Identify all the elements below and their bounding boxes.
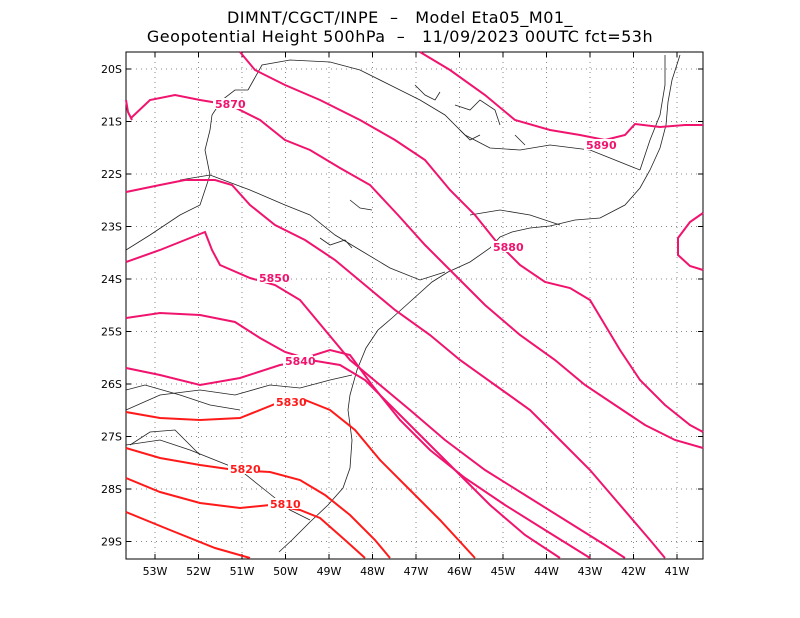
contour-5890 xyxy=(419,51,703,142)
contour-5860 xyxy=(125,179,666,559)
label-5890: 5890 xyxy=(586,139,617,152)
label-5850: 5850 xyxy=(259,272,290,285)
border-argentina xyxy=(129,429,201,456)
label-5830: 5830 xyxy=(276,396,307,409)
lon-tick-label: 43W xyxy=(578,565,603,578)
contour-5890-east xyxy=(677,212,704,271)
border-pr-sc xyxy=(125,374,353,411)
contour-labels: 5870 5890 5880 5850 5840 5830 5820 5810 xyxy=(213,98,617,511)
lon-tick-label: 44W xyxy=(534,565,559,578)
label-5880: 5880 xyxy=(493,241,524,254)
river-1 xyxy=(414,84,441,101)
lon-tick-label: 52W xyxy=(186,565,211,578)
lon-tick-label: 47W xyxy=(404,565,429,578)
lat-tick-label: 28S xyxy=(101,483,122,496)
lat-tick-label: 23S xyxy=(101,221,122,234)
grid-lines xyxy=(126,52,703,559)
label-5870: 5870 xyxy=(215,98,246,111)
border-ms-pr xyxy=(125,114,213,251)
label-5810: 5810 xyxy=(270,498,301,511)
coastline xyxy=(278,54,681,553)
lat-tick-label: 29S xyxy=(101,536,122,549)
axis-ticks xyxy=(126,52,703,559)
lat-tick-label: 20S xyxy=(101,63,122,76)
contour-5820 xyxy=(125,447,391,559)
lon-tick-label: 42W xyxy=(621,565,646,578)
label-5820: 5820 xyxy=(230,463,261,476)
river-2 xyxy=(454,99,501,126)
bay-2 xyxy=(514,134,526,146)
lon-tick-label: 41W xyxy=(665,565,690,578)
contour-west-blob xyxy=(125,99,133,121)
lon-tick-label: 53W xyxy=(143,565,168,578)
height-contours xyxy=(125,51,704,559)
latitude-labels: 20S 21S 22S 23S 24S 25S 26S 27S 28S 29S xyxy=(101,63,122,549)
title-line-1: DIMNT/CGCT/INPE – Model Eta05_M01_ xyxy=(226,8,574,27)
contour-5840 xyxy=(125,358,561,559)
contour-5870 xyxy=(130,93,704,449)
lon-tick-label: 49W xyxy=(317,565,342,578)
lon-tick-label: 51W xyxy=(230,565,255,578)
contour-5830 xyxy=(125,398,476,559)
lake-1 xyxy=(349,199,373,211)
lat-tick-label: 21S xyxy=(101,116,122,129)
bay-1 xyxy=(459,129,481,141)
lon-tick-label: 46W xyxy=(447,565,472,578)
longitude-labels: 53W 52W 51W 50W 49W 48W 47W 46W 45W 44W 43W 42W 41W xyxy=(143,565,690,578)
lat-tick-label: 24S xyxy=(101,273,122,286)
label-5840: 5840 xyxy=(285,355,316,368)
lake-2 xyxy=(319,237,353,249)
border-sp-mg xyxy=(247,59,641,171)
lon-tick-label: 50W xyxy=(273,565,298,578)
contour-5810-a xyxy=(125,511,251,559)
border-sp-pr xyxy=(179,174,446,281)
border-mg-north xyxy=(639,55,666,171)
lat-tick-label: 22S xyxy=(101,168,122,181)
lon-tick-label: 45W xyxy=(491,565,516,578)
contour-5840-b xyxy=(125,311,591,559)
lat-tick-label: 26S xyxy=(101,378,122,391)
lon-tick-label: 48W xyxy=(360,565,385,578)
border-paraguay xyxy=(125,384,241,411)
border-sp-rj xyxy=(469,209,561,226)
contour-5880 xyxy=(239,51,704,433)
contour-5850 xyxy=(125,230,626,559)
map-frame xyxy=(125,51,704,560)
lat-tick-label: 27S xyxy=(101,431,122,444)
title-line-2: Geopotential Height 500hPa – 11/09/2023 … xyxy=(146,27,654,46)
lat-tick-label: 25S xyxy=(101,326,122,339)
